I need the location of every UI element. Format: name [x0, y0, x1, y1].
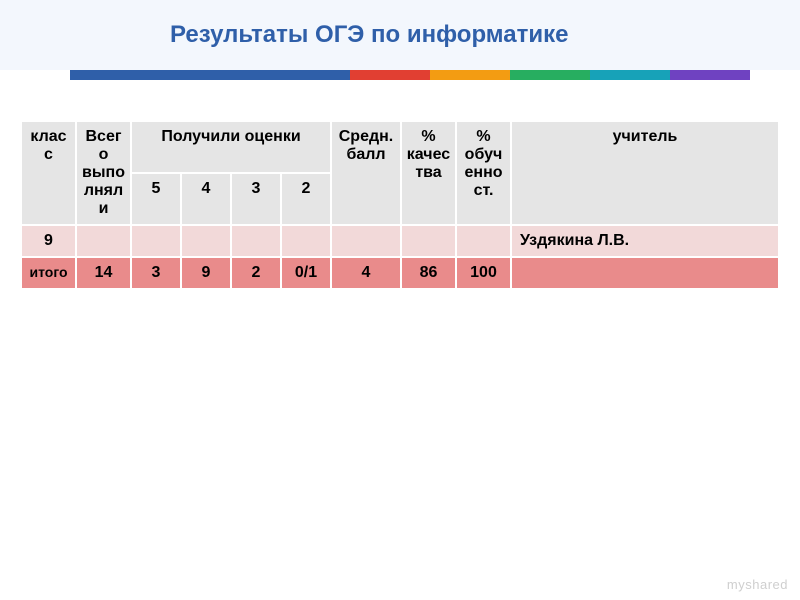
cell-quality: 86: [401, 257, 456, 289]
results-table: класс Всего выполняли Получили оценки Ср…: [20, 120, 780, 290]
table-row: итого 14 3 9 2 0/1 4 86 100: [21, 257, 779, 289]
col-grade4: 4: [181, 173, 231, 225]
col-grades-group: Получили оценки: [131, 121, 331, 173]
cell-avg: 4: [331, 257, 401, 289]
col-trained: % обученност.: [456, 121, 511, 225]
col-grade5: 5: [131, 173, 181, 225]
cell-klass: 9: [21, 225, 76, 257]
col-grade3: 3: [231, 173, 281, 225]
cell-total: [76, 225, 131, 257]
table-row: 9 Уздякина Л.В.: [21, 225, 779, 257]
col-grade2: 2: [281, 173, 331, 225]
col-klass: класс: [21, 121, 76, 225]
cell-g3: 2: [231, 257, 281, 289]
cell-g5: 3: [131, 257, 181, 289]
cell-klass: итого: [21, 257, 76, 289]
cell-avg: [331, 225, 401, 257]
col-quality: % качества: [401, 121, 456, 225]
cell-quality: [401, 225, 456, 257]
cell-trained: [456, 225, 511, 257]
table-container: класс Всего выполняли Получили оценки Ср…: [0, 80, 800, 290]
cell-g4: 9: [181, 257, 231, 289]
cell-trained: 100: [456, 257, 511, 289]
cell-teacher: [511, 257, 779, 289]
col-teacher: учитель: [511, 121, 779, 225]
cell-g5: [131, 225, 181, 257]
cell-g3: [231, 225, 281, 257]
cell-g4: [181, 225, 231, 257]
divider-stripe: [0, 70, 800, 80]
table-header-row: класс Всего выполняли Получили оценки Ср…: [21, 121, 779, 173]
col-avg: Средн. балл: [331, 121, 401, 225]
cell-total: 14: [76, 257, 131, 289]
cell-g2: 0/1: [281, 257, 331, 289]
col-total: Всего выполняли: [76, 121, 131, 225]
slide: Результаты ОГЭ по информатике: [0, 0, 800, 600]
slide-title: Результаты ОГЭ по информатике: [170, 21, 568, 49]
watermark: myshared: [727, 577, 788, 592]
cell-teacher: Уздякина Л.В.: [511, 225, 779, 257]
title-band: Результаты ОГЭ по информатике: [0, 0, 800, 70]
cell-g2: [281, 225, 331, 257]
